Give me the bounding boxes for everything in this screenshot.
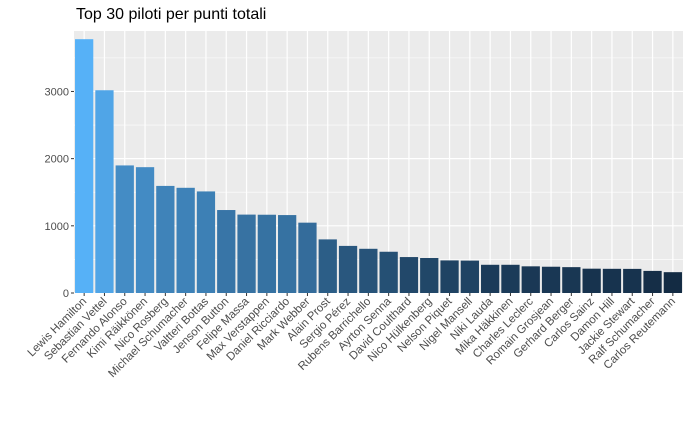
y-tick-label: 2000: [45, 154, 69, 166]
bar: [278, 215, 297, 293]
bar: [318, 239, 337, 293]
bar: [460, 260, 479, 293]
plot-panel: [74, 31, 683, 293]
bar: [643, 270, 662, 293]
bar: [176, 187, 195, 293]
bars: [75, 39, 682, 294]
chart-title: Top 30 piloti per punti totali: [76, 6, 267, 23]
bar: [399, 257, 419, 293]
y-tick-label: 3000: [45, 86, 69, 98]
bar: [562, 267, 581, 293]
bar: [217, 210, 236, 293]
bar: [501, 264, 520, 293]
bar: [95, 90, 114, 293]
bar: [196, 191, 216, 293]
bar: [440, 260, 459, 293]
bar: [521, 266, 540, 293]
bar: [115, 165, 134, 293]
bar: [582, 268, 601, 293]
bar: [298, 222, 317, 293]
bar: [623, 268, 642, 293]
bar: [338, 245, 358, 293]
bar: [75, 39, 94, 294]
bar: [602, 268, 622, 293]
bar: [237, 214, 256, 293]
bar: [379, 251, 398, 293]
bar: [481, 264, 500, 293]
bar: [156, 185, 175, 293]
y-tick-label: 1000: [45, 221, 69, 233]
bar: [663, 272, 682, 293]
bar: [541, 266, 561, 293]
y-tick-label: 0: [63, 288, 69, 300]
bar: [359, 248, 378, 293]
bar: [420, 257, 439, 293]
bar: [257, 214, 276, 293]
bar: [135, 167, 155, 293]
